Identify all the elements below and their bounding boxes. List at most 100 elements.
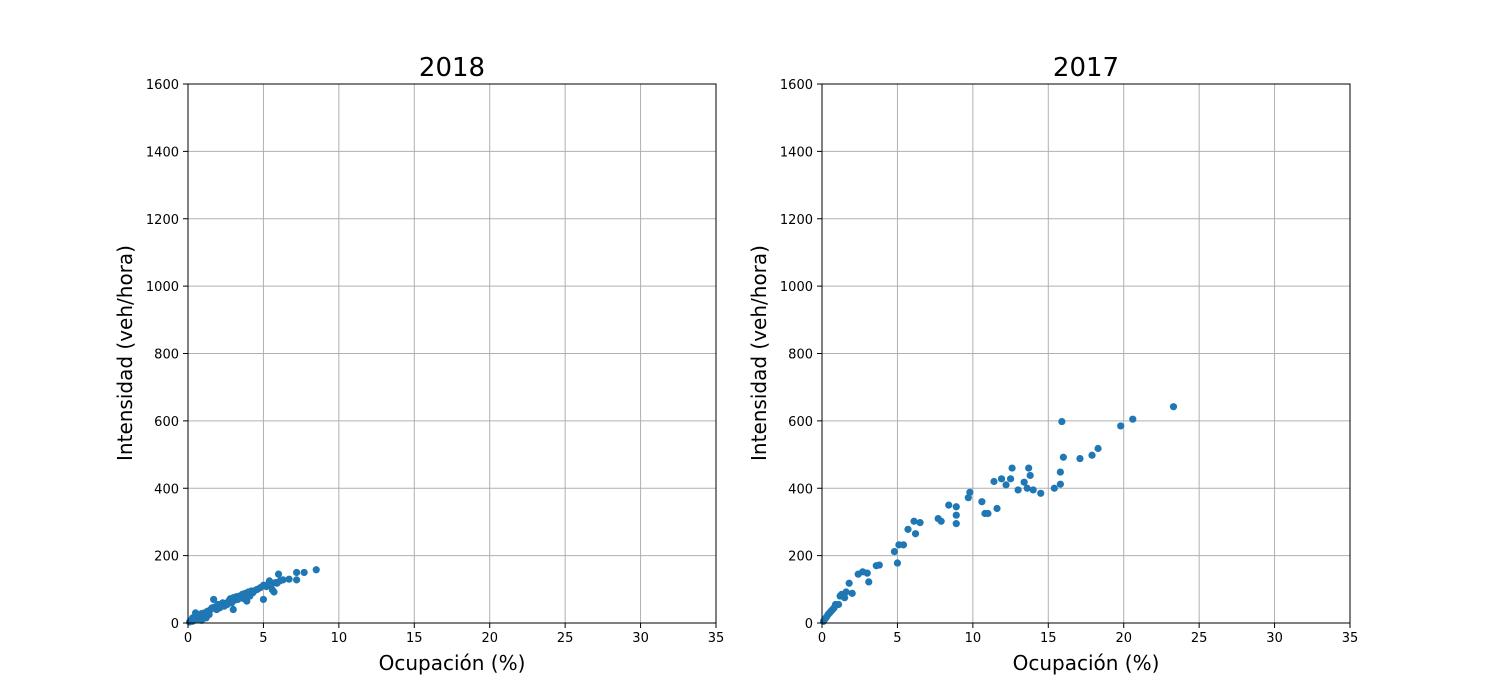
x-tick-label: 10 <box>965 631 982 646</box>
x-tick-label: 35 <box>708 631 725 646</box>
x-tick-label: 15 <box>406 631 423 646</box>
y-tick-label: 1400 <box>146 145 179 160</box>
x-axis-label: Ocupación (%) <box>379 651 526 675</box>
scatter-point <box>1026 471 1034 480</box>
scatter-point <box>312 566 320 574</box>
x-tick-label: 5 <box>893 631 901 646</box>
scatter-point <box>1169 403 1178 411</box>
y-tick-label: 200 <box>788 550 813 565</box>
scatter-point <box>229 605 237 614</box>
scatter-point <box>259 595 268 604</box>
y-tick-label: 1000 <box>780 280 813 295</box>
x-tick-label: 20 <box>481 631 498 646</box>
scatter-point <box>945 501 953 509</box>
scatter-point <box>1059 453 1067 461</box>
scatter-point <box>1050 484 1058 492</box>
y-tick-label: 400 <box>788 482 813 497</box>
y-tick-label: 0 <box>171 617 179 632</box>
x-tick-label: 5 <box>259 631 267 646</box>
scatter-point <box>863 569 871 577</box>
scatter-point <box>893 559 902 567</box>
scatter-point <box>966 488 974 496</box>
scatter-point <box>904 525 912 533</box>
scatter-point <box>1058 417 1066 426</box>
scatter-point <box>293 568 301 577</box>
x-tick-label: 30 <box>1266 631 1283 646</box>
x-tick-label: 15 <box>1040 631 1057 646</box>
scatter-point <box>848 589 856 597</box>
chart-2017: 2017 0 5 10 15 20 25 30 35 0 200 400 600 800 1000 1200… <box>747 53 1358 675</box>
scatter-point <box>210 595 218 604</box>
scatter-point <box>978 498 986 506</box>
scatter-point <box>1094 444 1102 453</box>
chart-title: 2017 <box>1053 53 1119 83</box>
scatter-point <box>1037 489 1045 497</box>
y-tick-label: 1200 <box>146 213 179 228</box>
x-tick-label: 30 <box>632 631 649 646</box>
y-tick-label: 1200 <box>780 213 813 228</box>
y-tick-label: 1000 <box>146 280 179 295</box>
scatter-point <box>952 520 960 528</box>
scatter-point <box>984 509 992 518</box>
scatter-point <box>937 517 945 525</box>
y-tick-label: 800 <box>788 348 813 363</box>
scatter-point <box>1088 451 1096 459</box>
scatter-point <box>834 600 843 609</box>
scatter-point <box>910 517 918 525</box>
scatter-point <box>274 570 283 578</box>
y-tick-label: 600 <box>788 415 813 430</box>
y-tick-label: 600 <box>154 415 179 430</box>
scatter-point <box>1129 415 1137 423</box>
scatter-point <box>1025 464 1033 472</box>
scatter-point <box>1006 475 1015 483</box>
scatter-point <box>1014 486 1022 494</box>
chart-title: 2018 <box>419 53 485 83</box>
scatter-point <box>1029 486 1037 494</box>
scatter-point <box>1056 468 1064 476</box>
scatter-point <box>990 477 998 486</box>
y-tick-label: 1600 <box>146 78 179 93</box>
scatter-point <box>1117 422 1125 430</box>
scatter-point <box>993 504 1001 513</box>
y-tick-label: 0 <box>805 617 813 632</box>
scatter-point <box>899 541 908 549</box>
scatter-point <box>952 511 960 519</box>
scatter-point <box>293 576 301 584</box>
scatter-point <box>1076 455 1084 463</box>
y-axis-label: Intensidad (veh/hora) <box>747 245 771 461</box>
scatter-point <box>952 503 960 511</box>
scatter-point <box>842 588 850 596</box>
scatter-point <box>1020 478 1028 486</box>
axis-ticks: 0 5 10 15 20 25 30 35 0 200 400 600 800 1000 1200 1400 1… <box>780 78 1358 646</box>
chart-2018: 2018 0 5 10 15 20 25 30 35 0 200 400 600 800 1000 1200… <box>113 53 724 675</box>
x-tick-label: 0 <box>184 631 192 646</box>
y-tick-label: 400 <box>154 482 179 497</box>
scatter-point <box>997 475 1006 483</box>
scatter-point <box>865 578 873 586</box>
scatter-point <box>890 547 899 556</box>
x-tick-label: 35 <box>1342 631 1359 646</box>
x-tick-label: 25 <box>1191 631 1208 646</box>
scatter-point <box>845 579 853 587</box>
y-tick-label: 200 <box>154 550 179 565</box>
x-tick-label: 20 <box>1115 631 1132 646</box>
scatter-point <box>916 519 924 527</box>
scatter-point <box>285 575 293 583</box>
x-tick-label: 25 <box>557 631 574 646</box>
axis-ticks: 0 5 10 15 20 25 30 35 0 200 400 600 800 1000 1200 1400 1… <box>146 78 724 646</box>
y-tick-label: 1600 <box>780 78 813 93</box>
scatter-point <box>279 576 287 584</box>
scatter-points <box>185 566 320 626</box>
x-axis-label: Ocupación (%) <box>1013 651 1160 675</box>
scatter-point <box>911 530 920 538</box>
scatter-point <box>1056 480 1064 488</box>
y-axis-label: Intensidad (veh/hora) <box>113 245 137 461</box>
scatter-point <box>1008 464 1016 472</box>
scatter-point <box>841 594 849 602</box>
scatter-point <box>875 561 883 569</box>
scatter-points <box>819 403 1178 625</box>
y-tick-label: 800 <box>154 348 179 363</box>
y-tick-label: 1400 <box>780 145 813 160</box>
